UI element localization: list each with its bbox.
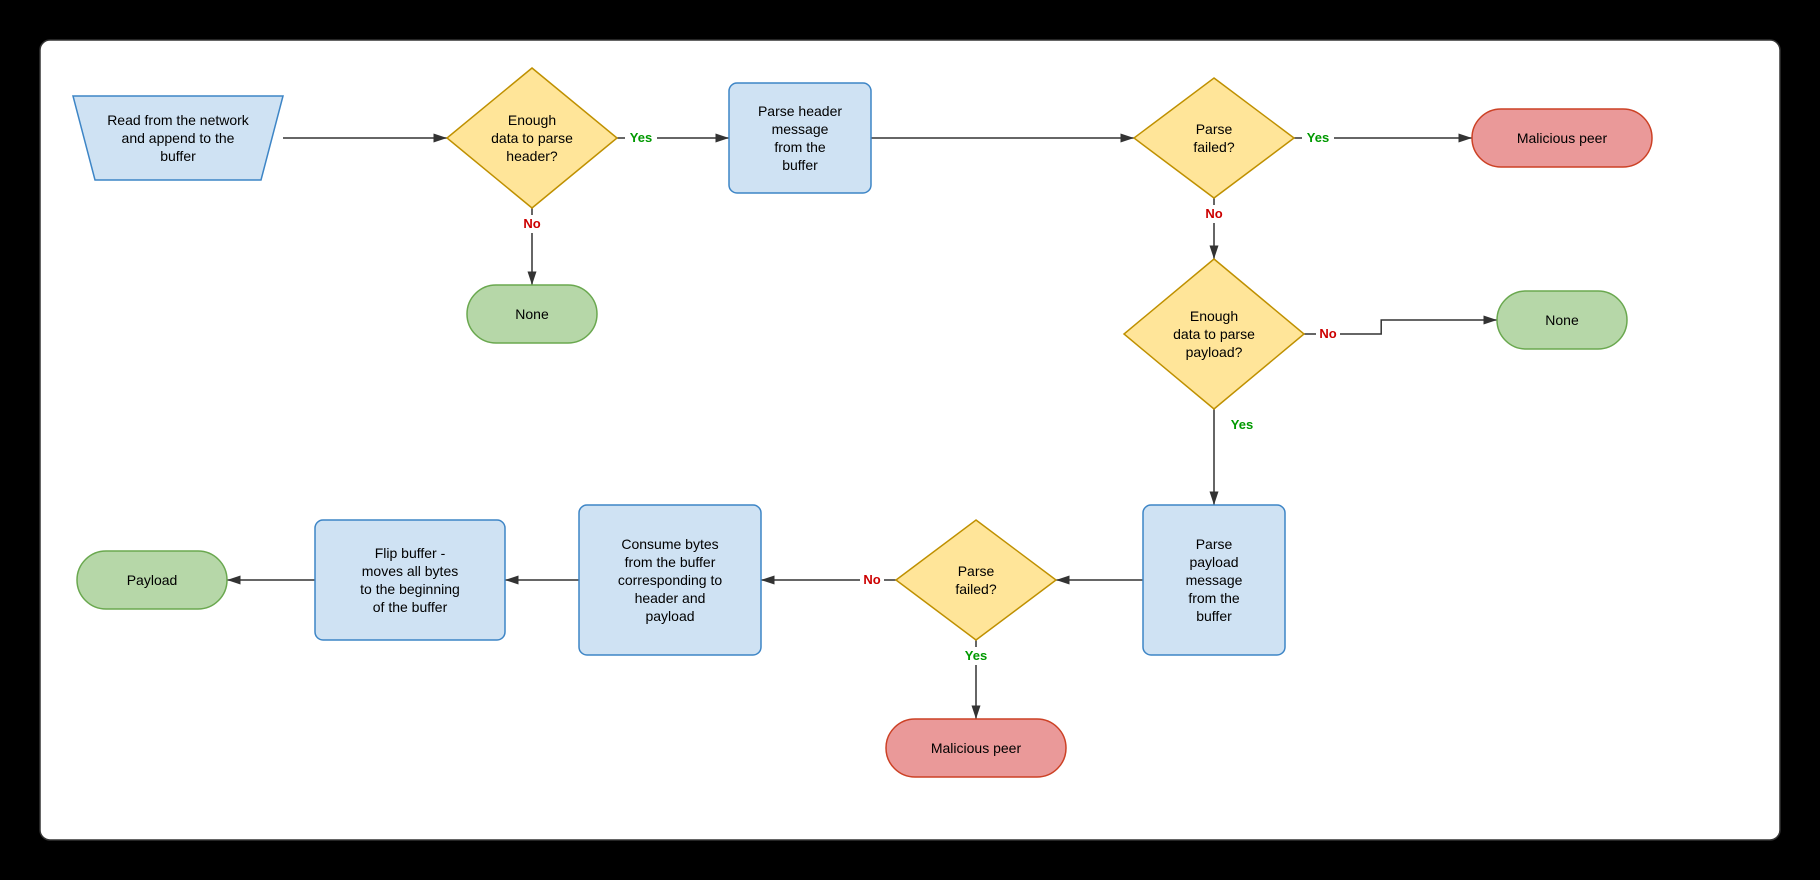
node-text: message bbox=[772, 121, 829, 137]
node-text: Enough bbox=[1190, 308, 1238, 324]
node-text: Read from the network bbox=[107, 112, 250, 128]
edge-label: Yes bbox=[965, 648, 987, 663]
node-text: failed? bbox=[1193, 139, 1234, 155]
node-parse_pl: Parse payload message from the buffer bbox=[1143, 505, 1285, 655]
node-text: Parse bbox=[1196, 121, 1233, 137]
node-mal2: Malicious peer bbox=[886, 719, 1066, 777]
node-text: failed? bbox=[955, 581, 996, 597]
node-text: buffer bbox=[782, 157, 818, 173]
node-text: to the beginning bbox=[360, 581, 460, 597]
node-text: Malicious peer bbox=[931, 740, 1022, 756]
node-text: payload bbox=[1189, 554, 1238, 570]
node-text: from the buffer bbox=[625, 554, 716, 570]
node-none2: None bbox=[1497, 291, 1627, 349]
node-text: buffer bbox=[1196, 608, 1232, 624]
node-read: Read from the network and append to the bu… bbox=[73, 96, 283, 180]
edge-label: Yes bbox=[630, 130, 652, 145]
node-text: Flip buffer - bbox=[375, 545, 446, 561]
node-text: Malicious peer bbox=[1517, 130, 1608, 146]
flowchart-diagram: Yes No Yes No No Yes Yes No Read from the networ… bbox=[0, 0, 1820, 880]
node-text: payload? bbox=[1186, 344, 1243, 360]
edge-label: No bbox=[863, 572, 880, 587]
node-text: Parse bbox=[1196, 536, 1233, 552]
node-text: Parse bbox=[958, 563, 995, 579]
node-text: Parse header bbox=[758, 103, 842, 119]
node-text: header? bbox=[506, 148, 558, 164]
edge-label: No bbox=[1319, 326, 1336, 341]
node-text: and append to the bbox=[122, 130, 235, 146]
node-text: Payload bbox=[127, 572, 178, 588]
node-text: message bbox=[1186, 572, 1243, 588]
node-text: from the bbox=[1188, 590, 1240, 606]
node-flip: Flip buffer - moves all bytes to the begin… bbox=[315, 520, 505, 640]
node-none1: None bbox=[467, 285, 597, 343]
edge-label: No bbox=[1205, 206, 1222, 221]
node-text: header and bbox=[635, 590, 706, 606]
node-text: None bbox=[1545, 312, 1579, 328]
node-parse_hdr: Parse header message from the buffer bbox=[729, 83, 871, 193]
node-text: None bbox=[515, 306, 549, 322]
node-text: moves all bytes bbox=[362, 563, 458, 579]
edge-label: Yes bbox=[1231, 417, 1253, 432]
node-text: Enough bbox=[508, 112, 556, 128]
node-consume: Consume bytes from the buffer correspondin… bbox=[579, 505, 761, 655]
node-text: corresponding to bbox=[618, 572, 723, 588]
node-text: buffer bbox=[160, 148, 196, 164]
node-payload: Payload bbox=[77, 551, 227, 609]
edge-label: Yes bbox=[1307, 130, 1329, 145]
node-text: Consume bytes bbox=[621, 536, 718, 552]
node-mal1: Malicious peer bbox=[1472, 109, 1652, 167]
node-text: of the buffer bbox=[373, 599, 448, 615]
node-text: from the bbox=[774, 139, 826, 155]
node-text: data to parse bbox=[491, 130, 573, 146]
edge-label: No bbox=[523, 216, 540, 231]
node-text: data to parse bbox=[1173, 326, 1255, 342]
node-text: payload bbox=[645, 608, 694, 624]
